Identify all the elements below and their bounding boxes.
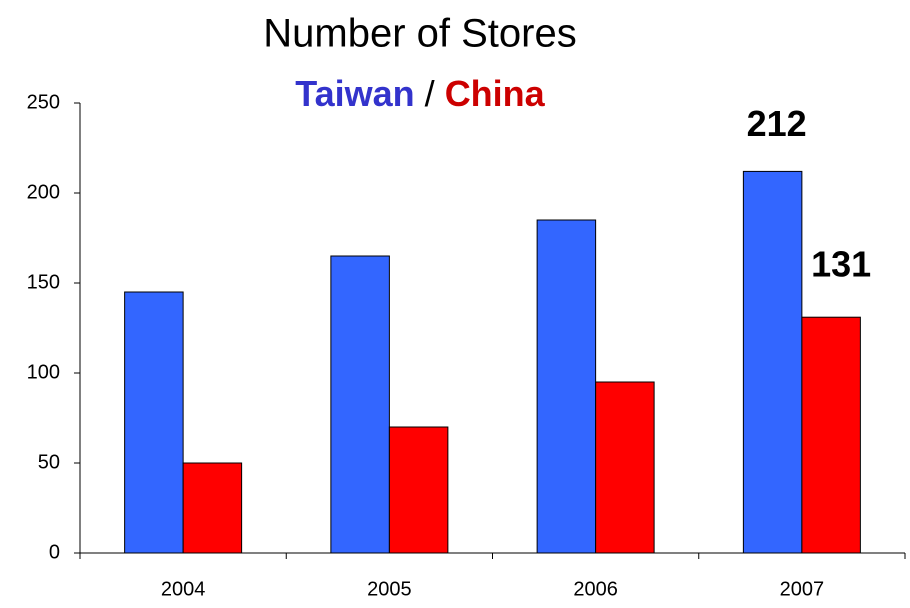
bar [536, 219, 597, 554]
x-tick-label: 2005 [367, 578, 412, 600]
legend-separator: / [425, 73, 435, 114]
bar [742, 170, 803, 554]
x-tick-label: 2004 [161, 578, 206, 600]
bar [182, 462, 243, 554]
x-tick-label: 2006 [573, 578, 618, 600]
data-label: 131 [811, 244, 871, 285]
legend-entry: Taiwan [295, 73, 414, 114]
bar [388, 426, 449, 554]
bar [124, 291, 184, 554]
bar [595, 381, 655, 554]
legend-entry: China [445, 73, 546, 114]
bar [801, 316, 861, 554]
y-tick-label: 100 [27, 361, 60, 383]
y-tick-label: 200 [27, 181, 60, 203]
chart-title: Number of Stores [263, 12, 576, 56]
y-tick-label: 150 [27, 271, 60, 293]
x-tick-label: 2007 [780, 578, 825, 600]
y-tick-label: 50 [38, 451, 60, 473]
legend: Taiwan / China [295, 73, 545, 114]
data-label: 212 [747, 103, 807, 144]
y-tick-label: 0 [49, 541, 60, 563]
bar [330, 255, 390, 554]
y-tick-label: 250 [27, 91, 60, 113]
